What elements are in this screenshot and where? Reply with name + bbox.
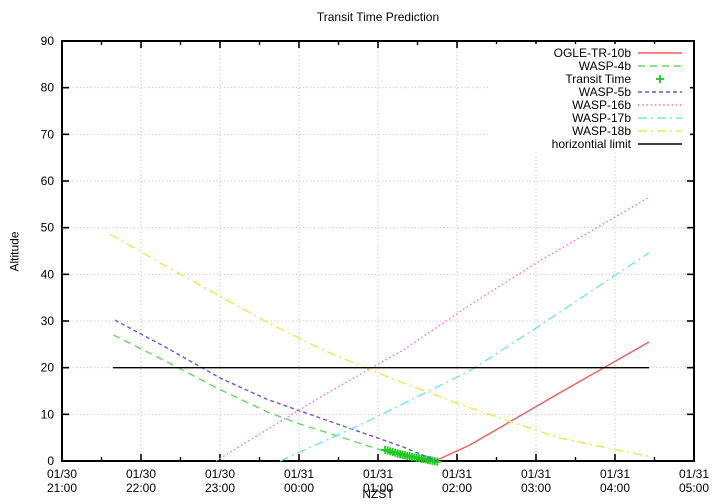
y-tick-label: 70 — [41, 127, 55, 141]
chart-title: Transit Time Prediction — [316, 10, 440, 24]
x-tick-label-time: 04:00 — [600, 481, 630, 495]
series-wasp-17b — [279, 252, 650, 462]
legend-label-wasp-4b: WASP-4b — [579, 59, 632, 73]
x-tick-label-date: 01/31 — [284, 467, 314, 481]
x-tick-label-date: 01/31 — [363, 467, 393, 481]
legend-label-wasp-17b: WASP-17b — [572, 111, 631, 125]
y-tick-label: 10 — [41, 407, 55, 421]
x-axis-title: NZST — [362, 487, 394, 501]
x-tick-label-date: 01/30 — [205, 467, 235, 481]
x-tick-label-time: 00:00 — [284, 481, 314, 495]
y-tick-label: 40 — [41, 267, 55, 281]
y-tick-label: 80 — [41, 81, 55, 95]
x-tick-label-date: 01/31 — [600, 467, 630, 481]
y-tick-label: 50 — [41, 221, 55, 235]
x-tick-label-date: 01/31 — [442, 467, 472, 481]
legend-label-wasp-5b: WASP-5b — [579, 85, 632, 99]
x-tick-label-time: 02:00 — [442, 481, 472, 495]
plot-border — [61, 40, 695, 462]
x-tick-label-time: 22:00 — [126, 481, 156, 495]
series-wasp-4b — [113, 334, 413, 462]
legend-label-ogle-tr-10b: OGLE-TR-10b — [554, 46, 632, 60]
x-tick-label-time: 21:00 — [47, 481, 77, 495]
y-tick-label: 20 — [41, 361, 55, 375]
y-tick-label: 60 — [41, 174, 55, 188]
y-tick-label: 30 — [41, 314, 55, 328]
x-tick-label-date: 01/30 — [47, 467, 77, 481]
legend-label-transit-time: Transit Time — [565, 72, 631, 86]
y-tick-label: 90 — [41, 34, 55, 48]
x-tick-label-date: 01/31 — [679, 467, 709, 481]
x-tick-label-time: 03:00 — [521, 481, 551, 495]
x-tick-label-time: 01:00 — [363, 481, 393, 495]
series-ogle-tr-10b — [434, 341, 650, 462]
y-axis-title: Altitude — [7, 231, 22, 272]
y-tick-label: 0 — [47, 454, 54, 468]
x-tick-label-date: 01/30 — [126, 467, 156, 481]
series-wasp-18b — [109, 233, 650, 458]
legend-label-horizontial-limit: horizontial limit — [552, 137, 632, 151]
legend-label-wasp-18b: WASP-18b — [572, 124, 631, 138]
series-wasp-5b — [114, 319, 438, 462]
x-tick-label-date: 01/31 — [521, 467, 551, 481]
x-tick-label-time: 23:00 — [205, 481, 235, 495]
x-tick-label-time: 05:00 — [679, 481, 709, 495]
legend-label-wasp-16b: WASP-16b — [572, 98, 631, 112]
legend-background — [488, 44, 690, 151]
